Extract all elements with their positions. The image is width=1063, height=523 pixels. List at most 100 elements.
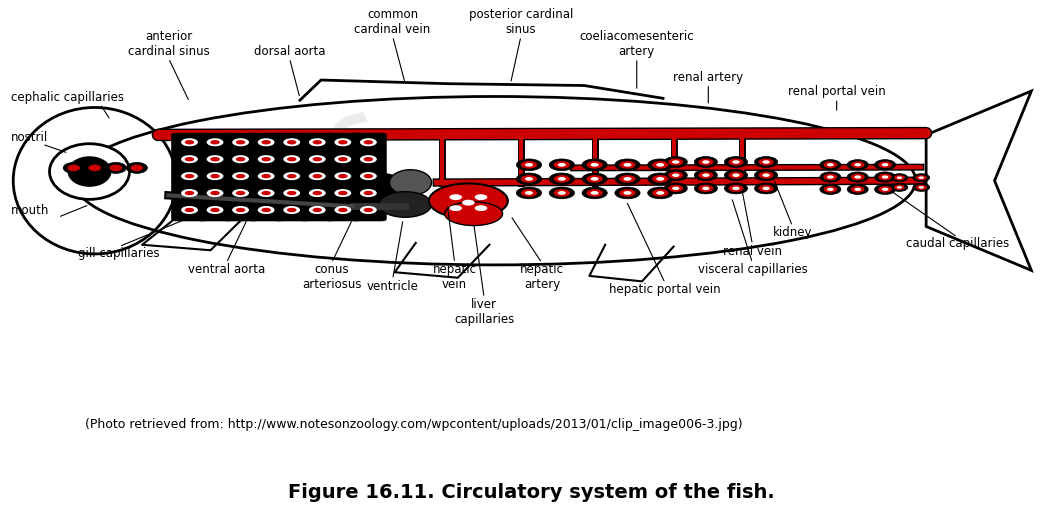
Ellipse shape	[755, 183, 778, 194]
Ellipse shape	[206, 155, 223, 163]
Ellipse shape	[669, 172, 684, 179]
Ellipse shape	[656, 191, 664, 195]
Ellipse shape	[364, 191, 373, 195]
Ellipse shape	[878, 162, 892, 168]
FancyBboxPatch shape	[249, 133, 284, 221]
Ellipse shape	[614, 159, 640, 170]
Ellipse shape	[847, 172, 868, 182]
Ellipse shape	[206, 189, 223, 197]
Ellipse shape	[913, 184, 930, 191]
Ellipse shape	[916, 175, 927, 180]
Ellipse shape	[185, 174, 195, 178]
Ellipse shape	[68, 156, 112, 187]
Ellipse shape	[50, 144, 130, 199]
Ellipse shape	[820, 184, 841, 195]
Ellipse shape	[88, 165, 101, 171]
Ellipse shape	[554, 161, 570, 168]
Ellipse shape	[897, 176, 902, 179]
Ellipse shape	[360, 172, 376, 180]
Ellipse shape	[672, 187, 679, 190]
Ellipse shape	[206, 206, 223, 214]
Ellipse shape	[672, 160, 679, 164]
Ellipse shape	[232, 189, 249, 197]
Ellipse shape	[664, 170, 688, 181]
Text: dorsal aorta: dorsal aorta	[254, 45, 325, 58]
Ellipse shape	[236, 157, 246, 162]
Ellipse shape	[550, 173, 574, 185]
Ellipse shape	[698, 185, 713, 192]
Ellipse shape	[309, 206, 325, 214]
Ellipse shape	[350, 174, 408, 207]
Ellipse shape	[558, 177, 566, 181]
Ellipse shape	[206, 138, 223, 146]
Text: anterior
cardinal sinus: anterior cardinal sinus	[128, 30, 209, 58]
Ellipse shape	[335, 138, 351, 146]
Ellipse shape	[287, 174, 297, 178]
FancyBboxPatch shape	[171, 133, 207, 221]
Ellipse shape	[232, 206, 249, 214]
Ellipse shape	[261, 140, 271, 144]
Ellipse shape	[284, 155, 300, 163]
Ellipse shape	[287, 191, 297, 195]
Ellipse shape	[855, 163, 861, 166]
Ellipse shape	[850, 186, 864, 192]
Ellipse shape	[918, 176, 924, 179]
Ellipse shape	[591, 163, 598, 167]
Ellipse shape	[475, 205, 487, 211]
Ellipse shape	[84, 163, 105, 174]
Ellipse shape	[703, 160, 710, 164]
Ellipse shape	[338, 174, 348, 178]
Ellipse shape	[335, 155, 351, 163]
Ellipse shape	[847, 160, 868, 170]
Ellipse shape	[335, 189, 351, 197]
Ellipse shape	[210, 140, 220, 144]
Ellipse shape	[284, 172, 300, 180]
Ellipse shape	[583, 173, 607, 185]
Text: coeliacomesenteric
artery: coeliacomesenteric artery	[579, 30, 694, 58]
Ellipse shape	[131, 165, 144, 171]
Ellipse shape	[881, 163, 889, 166]
Ellipse shape	[623, 177, 631, 181]
Text: mouth: mouth	[11, 204, 49, 218]
Ellipse shape	[827, 163, 833, 166]
Ellipse shape	[181, 138, 198, 146]
Ellipse shape	[875, 172, 896, 182]
Ellipse shape	[181, 172, 198, 180]
Ellipse shape	[732, 160, 740, 164]
Ellipse shape	[878, 186, 892, 192]
Text: ventral aorta: ventral aorta	[188, 263, 265, 276]
Ellipse shape	[669, 185, 684, 192]
Ellipse shape	[181, 155, 198, 163]
Ellipse shape	[652, 161, 669, 168]
Ellipse shape	[236, 174, 246, 178]
Ellipse shape	[210, 191, 220, 195]
Ellipse shape	[261, 191, 271, 195]
Ellipse shape	[525, 177, 533, 181]
Ellipse shape	[554, 189, 570, 197]
Ellipse shape	[875, 184, 896, 195]
Ellipse shape	[755, 156, 778, 167]
Ellipse shape	[364, 140, 373, 144]
Ellipse shape	[728, 185, 743, 192]
Ellipse shape	[732, 187, 740, 190]
Ellipse shape	[313, 174, 322, 178]
Ellipse shape	[257, 206, 274, 214]
Ellipse shape	[694, 183, 718, 194]
Ellipse shape	[232, 155, 249, 163]
Ellipse shape	[558, 191, 566, 195]
Text: Figure 16.11. Circulatory system of the fish.: Figure 16.11. Circulatory system of the …	[288, 483, 775, 502]
Ellipse shape	[63, 163, 84, 174]
Ellipse shape	[759, 158, 774, 166]
Ellipse shape	[210, 157, 220, 162]
FancyBboxPatch shape	[351, 133, 386, 221]
Ellipse shape	[67, 165, 80, 171]
Ellipse shape	[313, 191, 322, 195]
Ellipse shape	[762, 174, 770, 177]
Ellipse shape	[824, 186, 838, 192]
Ellipse shape	[614, 173, 640, 185]
Ellipse shape	[181, 189, 198, 197]
Ellipse shape	[338, 191, 348, 195]
Ellipse shape	[335, 172, 351, 180]
Ellipse shape	[185, 191, 195, 195]
Ellipse shape	[287, 140, 297, 144]
